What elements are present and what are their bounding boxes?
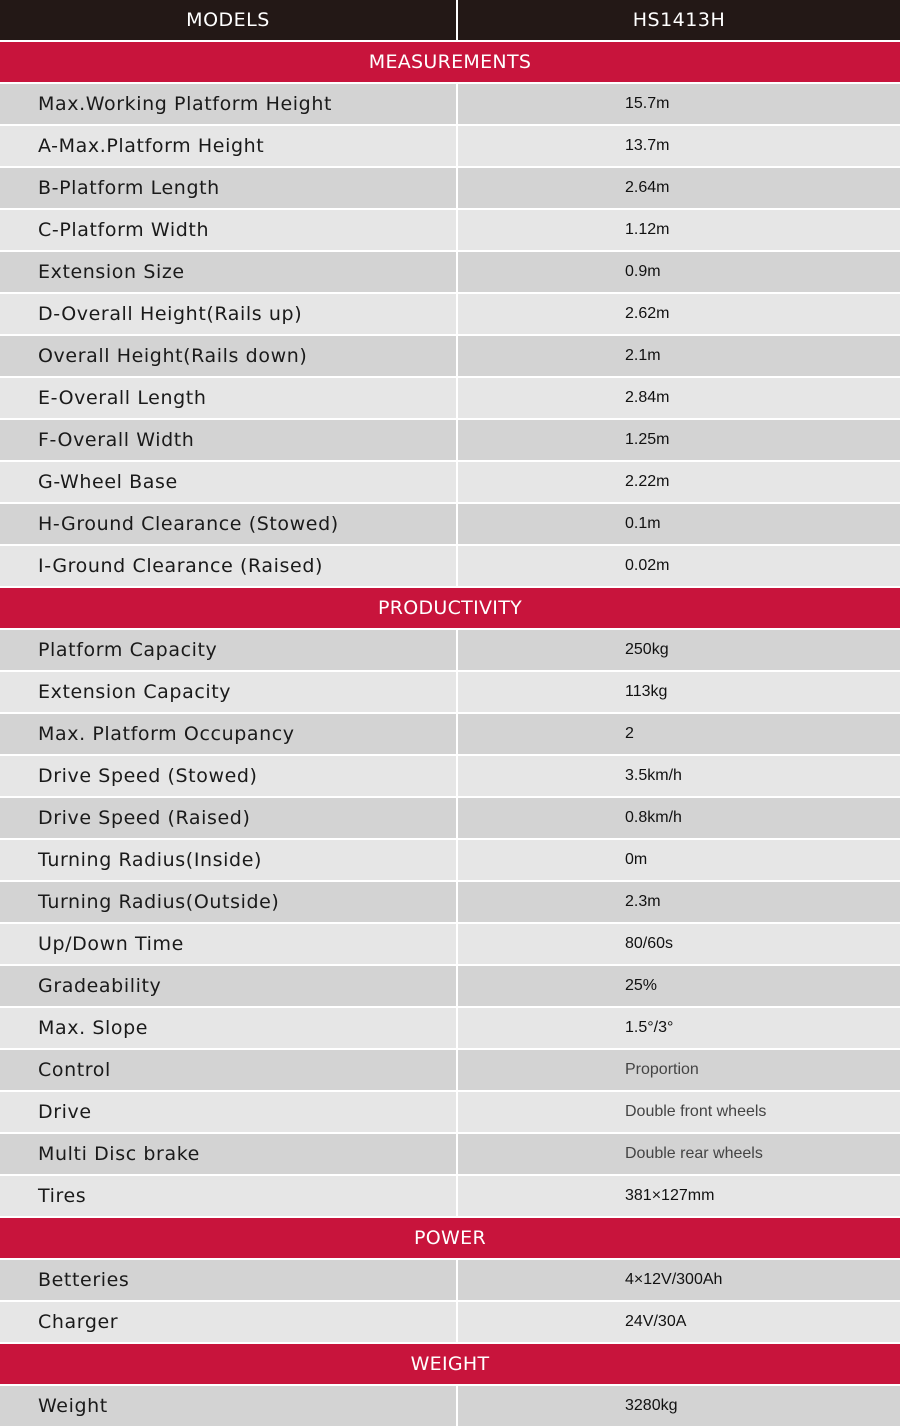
table-row: Up/Down Time 80/60s [0,924,900,964]
table-row: G-Wheel Base 2.22m [0,462,900,502]
spec-value: 2.62m [625,305,670,322]
spec-value: 2.84m [625,389,670,406]
spec-value: 381×127mm [625,1187,715,1204]
table-row: Extension Capacity 113kg [0,672,900,712]
spec-label: H-Ground Clearance (Stowed) [0,504,458,544]
spec-label: Multi Disc brake [0,1134,458,1174]
spec-value: 0.8km/h [625,809,682,826]
spec-label: Gradeability [0,966,458,1006]
spec-value: 13.7m [625,137,670,154]
table-row: Turning Radius(Outside) 2.3m [0,882,900,922]
spec-value: 25% [625,977,658,994]
spec-value: Proportion [625,1061,699,1078]
spec-label: Extension Capacity [0,672,458,712]
table-row: Multi Disc brake Double rear wheels [0,1134,900,1174]
spec-value: 15.7m [625,95,670,112]
spec-value: 2.1m [625,347,661,364]
spec-value: 2.64m [625,179,670,196]
spec-value: 4×12V/300Ah [625,1271,723,1288]
table-row: Platform Capacity 250kg [0,630,900,670]
spec-table: MEASUREMENTS Max.Working Platform Height 1… [0,42,900,1426]
table-row: Drive Speed (Raised) 0.8km/h [0,798,900,838]
table-row: Max. Slope 1.5°/3° [0,1008,900,1048]
spec-label: Drive Speed (Raised) [0,798,458,838]
table-row: H-Ground Clearance (Stowed) 0.1m [0,504,900,544]
spec-label: E-Overall Length [0,378,458,418]
spec-label: Turning Radius(Inside) [0,840,458,880]
table-row: Control Proportion [0,1050,900,1090]
spec-value: 113kg [625,683,668,700]
spec-value: 1.12m [625,221,670,238]
spec-label: G-Wheel Base [0,462,458,502]
model-name-header: HS1413H [632,9,726,31]
spec-value: 0.02m [625,557,670,574]
table-row: C-Platform Width 1.12m [0,210,900,250]
spec-label: A-Max.Platform Height [0,126,458,166]
spec-value: 2.3m [625,893,661,910]
table-row: Turning Radius(Inside) 0m [0,840,900,880]
models-header: MODELS [0,0,458,40]
table-row: Extension Size 0.9m [0,252,900,292]
spec-label: Max. Platform Occupancy [0,714,458,754]
table-row: Overall Height(Rails down) 2.1m [0,336,900,376]
spec-label: B-Platform Length [0,168,458,208]
table-row: Weight 3280kg [0,1386,900,1426]
spec-label: Platform Capacity [0,630,458,670]
spec-label: Control [0,1050,458,1090]
section-title-productivity: PRODUCTIVITY [0,588,900,628]
spec-value: 0.1m [625,515,661,532]
spec-value: 2.22m [625,473,670,490]
spec-value: 2 [625,725,634,742]
section-title-measurements: MEASUREMENTS [0,42,900,82]
table-row: Max.Working Platform Height 15.7m [0,84,900,124]
spec-value: 1.5°/3° [625,1019,674,1036]
table-row: Charger 24V/30A [0,1302,900,1342]
spec-label: F-Overall Width [0,420,458,460]
spec-value: Double rear wheels [625,1145,763,1162]
table-row: F-Overall Width 1.25m [0,420,900,460]
spec-value: 24V/30A [625,1313,687,1330]
table-row: Max. Platform Occupancy 2 [0,714,900,754]
spec-value: 3280kg [625,1397,678,1414]
table-row: E-Overall Length 2.84m [0,378,900,418]
spec-label: Tires [0,1176,458,1216]
spec-label: Max.Working Platform Height [0,84,458,124]
spec-label: Betteries [0,1260,458,1300]
spec-label: Weight [0,1386,458,1426]
spec-label: Drive [0,1092,458,1132]
spec-label: D-Overall Height(Rails up) [0,294,458,334]
table-row: Drive Double front wheels [0,1092,900,1132]
spec-value: 3.5km/h [625,767,682,784]
table-row: B-Platform Length 2.64m [0,168,900,208]
spec-value: 0.9m [625,263,661,280]
spec-value: 250kg [625,641,669,658]
spec-label: C-Platform Width [0,210,458,250]
spec-label: Drive Speed (Stowed) [0,756,458,796]
spec-value: 1.25m [625,431,670,448]
spec-value: 0m [625,851,648,868]
spec-label: Overall Height(Rails down) [0,336,458,376]
spec-label: Max. Slope [0,1008,458,1048]
spec-label: Up/Down Time [0,924,458,964]
table-header: MODELS HS1413H [0,0,900,40]
table-row: Drive Speed (Stowed) 3.5km/h [0,756,900,796]
table-row: D-Overall Height(Rails up) 2.62m [0,294,900,334]
table-row: Betteries 4×12V/300Ah [0,1260,900,1300]
spec-label: Charger [0,1302,458,1342]
table-row: I-Ground Clearance (Raised) 0.02m [0,546,900,586]
spec-label: I-Ground Clearance (Raised) [0,546,458,586]
spec-value: Double front wheels [625,1103,767,1120]
table-row: Tires 381×127mm [0,1176,900,1216]
section-title-power: POWER [0,1218,900,1258]
table-row: Gradeability 25% [0,966,900,1006]
section-title-weight: WEIGHT [0,1344,900,1384]
spec-label: Turning Radius(Outside) [0,882,458,922]
spec-value: 80/60s [625,935,674,952]
spec-label: Extension Size [0,252,458,292]
table-row: A-Max.Platform Height 13.7m [0,126,900,166]
